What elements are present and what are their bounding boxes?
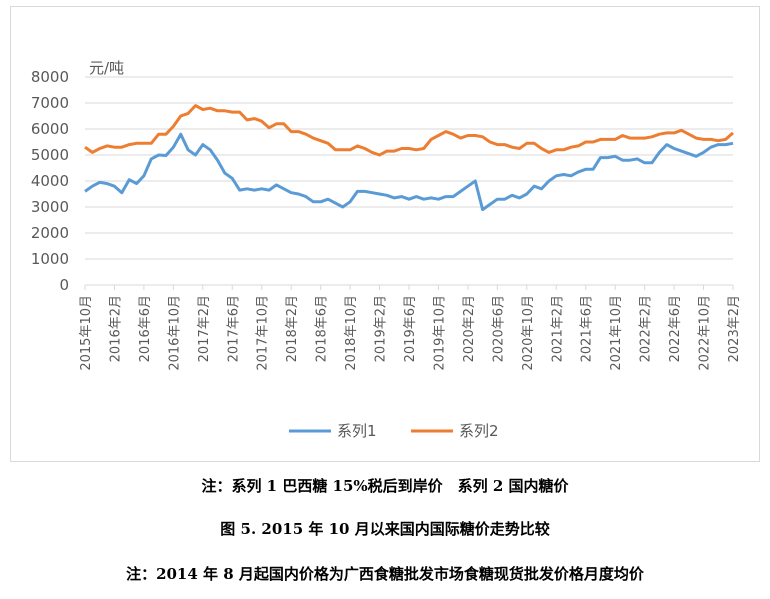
- x-tick-label: 2022年6月: [668, 295, 683, 362]
- x-tick-label: 2022年2月: [639, 295, 654, 362]
- x-tick-label: 2022年10月: [698, 295, 713, 371]
- y-tick-label: 2000: [31, 224, 69, 242]
- y-tick-label: 8000: [31, 68, 69, 86]
- y-tick-label: 0: [59, 276, 69, 294]
- y-tick-label: 3000: [31, 198, 69, 216]
- x-tick-label: 2016年2月: [108, 295, 123, 362]
- x-tick-label: 2020年6月: [491, 295, 506, 362]
- x-tick-label: 2018年2月: [285, 295, 300, 362]
- series-line-1: [84, 132, 734, 212]
- x-tick-label: 2017年2月: [197, 295, 212, 362]
- line-chart: 元/吨 0 1000 2000 3000 4000 5000 6000 7000 8000 2015…: [31, 59, 742, 440]
- x-tick-label: 2016年6月: [138, 295, 153, 362]
- y-tick-label: 6000: [31, 120, 69, 138]
- x-tick-label: 2015年10月: [79, 295, 94, 371]
- x-tick-label: 2021年10月: [609, 295, 624, 371]
- x-tick-label: 2019年6月: [403, 295, 418, 362]
- x-tick-label: 2019年10月: [432, 295, 447, 371]
- unit-label: 元/吨: [89, 59, 124, 77]
- figure-title: 图 5. 2015 年 10 月以来国内国际糖价走势比较: [220, 520, 550, 538]
- series-note: 注：系列 1 巴西糖 15%税后到岸价 系列 2 国内糖价: [201, 477, 569, 495]
- x-tick-label: 2021年6月: [580, 295, 595, 362]
- y-tick-label: 7000: [31, 94, 69, 112]
- x-tick-label: 2017年10月: [256, 295, 271, 371]
- x-tick-label: 2020年10月: [521, 295, 536, 371]
- x-tick-label: 2021年2月: [550, 295, 565, 362]
- x-tick-label: 2020年2月: [462, 295, 477, 362]
- x-tick-label: 2016年10月: [167, 295, 182, 371]
- source-note: 注：2014 年 8 月起国内价格为广西食糖批发市场食糖现货批发价格月度均价: [126, 565, 644, 583]
- x-tick-label: 2018年6月: [315, 295, 330, 362]
- x-tick-label: 2017年6月: [226, 295, 241, 362]
- y-tick-label: 4000: [31, 172, 69, 190]
- y-tick-label: 5000: [31, 146, 69, 164]
- x-tick-label: 2018年10月: [344, 295, 359, 371]
- legend-label-1: 系列1: [337, 422, 377, 440]
- x-tick-label: 2023年2月: [727, 295, 742, 362]
- x-tick-label: 2019年2月: [374, 295, 389, 362]
- y-tick-label: 1000: [31, 250, 69, 268]
- chart-area: 元/吨 0 1000 2000 3000 4000 5000 6000 7000 8000 2015…: [10, 6, 760, 462]
- legend-label-2: 系列2: [459, 422, 499, 440]
- series-line-2: [84, 104, 734, 157]
